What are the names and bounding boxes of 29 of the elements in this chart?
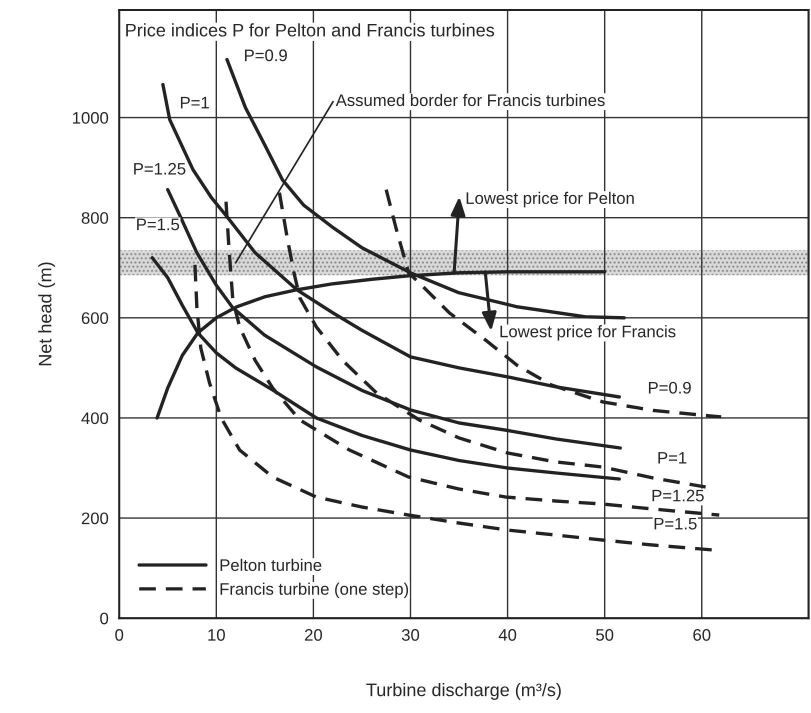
annotation: P=0.9 (648, 382, 691, 394)
annotation: Lowest price for Francis (500, 325, 676, 341)
x-axis-title: Turbine discharge (m³/s) (366, 683, 561, 700)
y-tick-label: 1000 (73, 112, 108, 124)
y-axis-title: Net head (m) (38, 262, 56, 366)
annotation: P=1.25 (652, 490, 704, 502)
y-tick-label: 200 (82, 512, 108, 524)
x-tick-label: 10 (208, 629, 225, 641)
y-tick-label: 400 (81, 412, 108, 424)
x-tick-label: 30 (402, 629, 420, 641)
annotation: P=0.9 (245, 49, 287, 62)
legend-label: Pelton turbine (220, 558, 322, 572)
x-tick-label: 40 (498, 629, 516, 641)
annotation: P=1 (180, 96, 209, 108)
annotation: P=1 (658, 452, 686, 464)
legend-label: Francis turbine (one step) (220, 582, 408, 598)
annotation: P=1.5 (137, 218, 180, 230)
y-tick-label: 0 (100, 612, 108, 624)
annotation: Assumed border for Francis turbines (336, 94, 605, 106)
x-tick-label: 60 (693, 629, 710, 641)
text: Price indices P for Pelton and Francis turbines (126, 23, 494, 37)
x-tick-label: 20 (304, 629, 322, 641)
y-tick-label: 800 (82, 212, 108, 224)
annotation: P=1.25 (134, 162, 186, 175)
x-tick-label: 0 (115, 629, 124, 641)
y-tick-label: 600 (82, 312, 108, 324)
x-tick-label: 50 (596, 629, 614, 641)
annotation: Lowest price for Pelton (466, 192, 634, 208)
annotation: P=1.5 (654, 518, 697, 530)
